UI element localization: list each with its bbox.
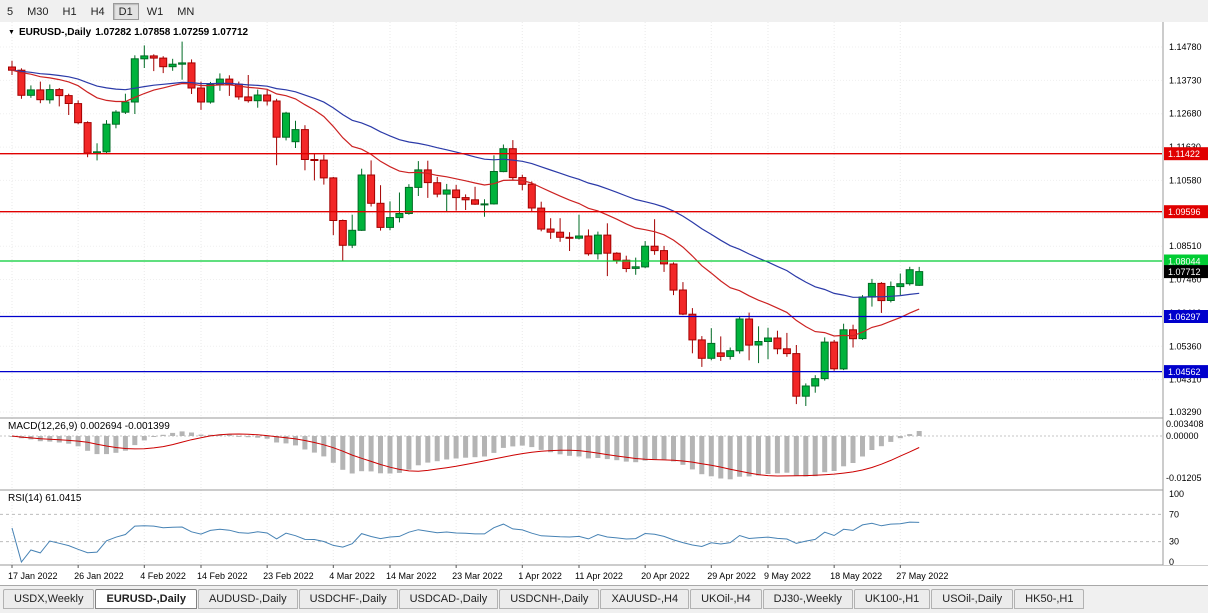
svg-text:1.03290: 1.03290 bbox=[1169, 407, 1202, 417]
timeframe-button-m30[interactable]: M30 bbox=[27, 5, 49, 18]
svg-text:18 May 2022: 18 May 2022 bbox=[830, 571, 882, 581]
chart-tab-usdcad-daily[interactable]: USDCAD-,Daily bbox=[398, 589, 499, 609]
svg-text:20 Apr 2022: 20 Apr 2022 bbox=[641, 571, 690, 581]
svg-text:1.07712: 1.07712 bbox=[1168, 267, 1201, 277]
timeframe-button-h4[interactable]: H4 bbox=[90, 5, 105, 18]
svg-text:30: 30 bbox=[1169, 537, 1179, 547]
chart-tab-usoil-daily[interactable]: USOil-,Daily bbox=[931, 589, 1014, 609]
chart-tab-bar: USDX,Weekly EURUSD-,Daily AUDUSD-,Daily … bbox=[0, 585, 1208, 613]
svg-text:0: 0 bbox=[1169, 557, 1174, 567]
chart-ohlc-values: 1.07282 1.07858 1.07259 1.07712 bbox=[95, 27, 249, 38]
svg-text:11 Apr 2022: 11 Apr 2022 bbox=[575, 571, 623, 581]
svg-text:1.08510: 1.08510 bbox=[1169, 241, 1202, 251]
chart-tab-eurusd-daily[interactable]: EURUSD-,Daily bbox=[95, 589, 197, 609]
current-price-label bbox=[1164, 265, 1208, 279]
svg-text:1.07460: 1.07460 bbox=[1169, 275, 1202, 285]
svg-text:0.003408: 0.003408 bbox=[1166, 419, 1204, 429]
level-price-label bbox=[1164, 205, 1208, 219]
svg-text:17 Jan 2022: 17 Jan 2022 bbox=[8, 571, 58, 581]
svg-text:14 Mar 2022: 14 Mar 2022 bbox=[386, 571, 437, 581]
chart-tab-usdchf-daily[interactable]: USDCHF-,Daily bbox=[298, 589, 398, 609]
chart-dropdown-icon[interactable]: ▼ bbox=[8, 28, 15, 36]
svg-text:1.08044: 1.08044 bbox=[1168, 257, 1201, 267]
timeframe-button-m5[interactable]: 5 bbox=[7, 5, 14, 18]
svg-text:1.14780: 1.14780 bbox=[1169, 42, 1202, 52]
chart-canvas[interactable]: 1.14780 1.13730 1.12680 1.11630 1.10580 1.095… bbox=[0, 22, 1208, 585]
pane-separators bbox=[0, 417, 1208, 566]
chart-tab-usdx-weekly[interactable]: USDX,Weekly bbox=[3, 589, 95, 609]
chart-header[interactable]: ▼ EURUSD-,Daily 1.07282 1.07858 1.07259 … bbox=[8, 27, 248, 38]
hlines-layer bbox=[0, 153, 1162, 373]
svg-text:1.09596: 1.09596 bbox=[1168, 207, 1201, 217]
chart-window: 1.14780 1.13730 1.12680 1.11630 1.10580 1.095… bbox=[0, 22, 1208, 585]
svg-text:1.05360: 1.05360 bbox=[1169, 341, 1202, 351]
svg-text:4 Mar 2022: 4 Mar 2022 bbox=[329, 571, 375, 581]
grid-layer bbox=[0, 22, 1162, 565]
rsi-indicator-label: RSI(14) 61.0415 bbox=[8, 493, 82, 504]
svg-text:26 Jan 2022: 26 Jan 2022 bbox=[74, 571, 124, 581]
svg-text:1.12680: 1.12680 bbox=[1169, 109, 1202, 119]
svg-text:1.04562: 1.04562 bbox=[1168, 367, 1201, 377]
candles-layer bbox=[8, 41, 924, 406]
svg-text:1.11630: 1.11630 bbox=[1169, 142, 1201, 152]
timeframe-button-mn[interactable]: MN bbox=[177, 5, 195, 18]
timeframe-button-w1[interactable]: W1 bbox=[146, 5, 164, 18]
timeframe-button-d1[interactable]: D1 bbox=[112, 2, 139, 20]
svg-text:14 Feb 2022: 14 Feb 2022 bbox=[197, 571, 248, 581]
macd-indicator-label: MACD(12,26,9) 0.002694 -0.001399 bbox=[8, 421, 170, 432]
svg-text:23 Feb 2022: 23 Feb 2022 bbox=[263, 571, 314, 581]
chart-tab-ukoil-h4[interactable]: UKOil-,H4 bbox=[690, 589, 762, 609]
timeframe-toolbar: 5 M30 H1 H4 D1 W1 MN bbox=[0, 0, 1208, 23]
svg-text:1 Apr 2022: 1 Apr 2022 bbox=[518, 571, 562, 581]
svg-text:1.13730: 1.13730 bbox=[1169, 75, 1202, 85]
level-price-label bbox=[1164, 147, 1208, 161]
svg-text:0.00000: 0.00000 bbox=[1166, 431, 1199, 441]
moving-averages-layer bbox=[11, 69, 920, 337]
rsi-layer bbox=[0, 513, 1162, 564]
svg-text:9 May 2022: 9 May 2022 bbox=[764, 571, 811, 581]
svg-text:23 Mar 2022: 23 Mar 2022 bbox=[452, 571, 503, 581]
chart-tab-audusd-daily[interactable]: AUDUSD-,Daily bbox=[197, 589, 298, 609]
svg-text:100: 100 bbox=[1169, 489, 1184, 499]
chart-symbol-label: EURUSD-,Daily bbox=[18, 27, 92, 38]
level-price-label bbox=[1164, 254, 1208, 268]
macd-layer bbox=[0, 431, 1162, 480]
svg-text:1.10580: 1.10580 bbox=[1169, 175, 1202, 185]
chart-tab-usdcnh-daily[interactable]: USDCNH-,Daily bbox=[499, 589, 600, 609]
svg-text:27 May 2022: 27 May 2022 bbox=[896, 571, 948, 581]
date-axis: 17 Jan 2022 26 Jan 2022 4 Feb 2022 14 Feb 2… bbox=[8, 565, 948, 581]
svg-text:29 Apr 2022: 29 Apr 2022 bbox=[707, 571, 756, 581]
chart-tab-hk50-h1[interactable]: HK50-,H1 bbox=[1014, 589, 1085, 609]
level-price-label bbox=[1164, 365, 1208, 379]
chart-tab-dj30-weekly[interactable]: DJ30-,Weekly bbox=[762, 589, 853, 609]
svg-text:70: 70 bbox=[1169, 509, 1179, 519]
svg-text:-0.01205: -0.01205 bbox=[1166, 473, 1202, 483]
chart-tab-uk100-h1[interactable]: UK100-,H1 bbox=[853, 589, 931, 609]
svg-text:1.06297: 1.06297 bbox=[1168, 312, 1201, 322]
svg-text:1.11422: 1.11422 bbox=[1168, 149, 1200, 159]
svg-text:4 Feb 2022: 4 Feb 2022 bbox=[140, 571, 186, 581]
price-axis: 1.14780 1.13730 1.12680 1.11630 1.10580 1.095… bbox=[1162, 22, 1208, 567]
level-price-label bbox=[1164, 310, 1208, 323]
svg-text:1.04310: 1.04310 bbox=[1169, 375, 1202, 385]
chart-tab-xauusd-h4[interactable]: XAUUSD-,H4 bbox=[600, 589, 690, 609]
timeframe-button-h1[interactable]: H1 bbox=[62, 5, 77, 18]
